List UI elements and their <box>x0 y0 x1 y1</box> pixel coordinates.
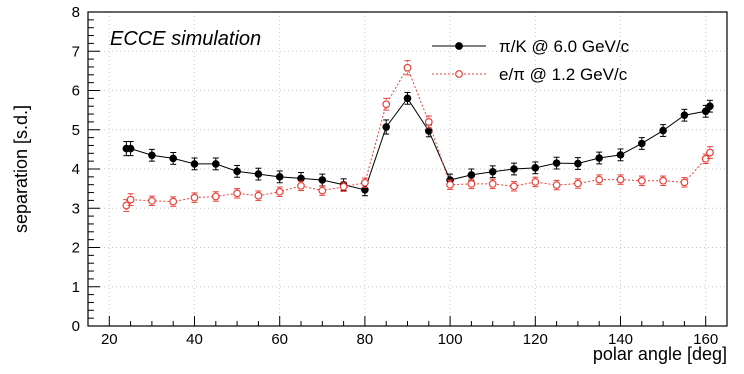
x-tick-label: 20 <box>101 331 118 348</box>
data-point <box>382 123 391 131</box>
x-tick-label: 60 <box>271 331 288 348</box>
legend-marker-epi <box>455 70 463 78</box>
data-point <box>297 181 305 190</box>
data-point <box>531 178 540 186</box>
data-point <box>382 100 391 109</box>
data-point <box>488 180 497 188</box>
data-point <box>211 192 220 201</box>
y-tick-label: 4 <box>72 161 80 178</box>
data-point <box>424 117 433 126</box>
data-point <box>147 196 156 205</box>
legend-label-epi: e/π @ 1.2 GeV/c <box>499 65 628 84</box>
x-tick-label: 140 <box>608 331 633 348</box>
data-point <box>510 182 518 191</box>
data-point <box>595 175 604 184</box>
legend: π/K @ 6.0 GeV/c e/π @ 1.2 GeV/c <box>432 37 630 84</box>
grid <box>88 12 727 326</box>
data-point <box>275 173 284 181</box>
data-point <box>706 148 714 157</box>
data-point <box>254 191 263 200</box>
data-point <box>403 94 412 103</box>
data-point <box>659 176 667 185</box>
x-tick-label: 160 <box>693 331 718 348</box>
data-point <box>190 160 199 168</box>
data-point <box>552 159 561 167</box>
data-point <box>637 176 646 185</box>
data-point <box>680 111 689 120</box>
data-point <box>638 139 646 148</box>
simulation-annotation: ECCE simulation <box>110 28 261 50</box>
y-axis-title: separation [s.d.] <box>11 105 31 233</box>
series-line <box>126 97 711 191</box>
data-point <box>467 180 476 188</box>
data-point <box>706 102 714 110</box>
y-tick-label: 6 <box>72 83 80 100</box>
data-point <box>701 107 710 116</box>
tick-labels: 20 40 60 80 100 120 140 160 0 1 2 3 4 5 6 7 8 <box>72 4 719 348</box>
data-point <box>510 165 518 173</box>
data-point <box>318 186 327 195</box>
data-point <box>126 195 135 204</box>
data-point <box>616 175 625 184</box>
y-tick-label: 5 <box>72 122 80 139</box>
x-axis-title: polar angle [deg] <box>593 344 727 364</box>
data-point <box>531 164 540 172</box>
data-point <box>233 167 241 176</box>
data-point <box>488 167 497 176</box>
x-tick-label: 40 <box>186 331 203 348</box>
y-tick-label: 7 <box>72 43 80 60</box>
data-point <box>148 151 156 160</box>
plot-frame <box>87 11 728 327</box>
y-tick-label: 3 <box>72 200 80 217</box>
data-point <box>659 126 667 135</box>
x-tick-label: 80 <box>357 331 374 348</box>
series-0 <box>122 91 714 197</box>
y-tick-label: 2 <box>72 240 80 257</box>
x-tick-label: 100 <box>438 331 463 348</box>
data-point <box>339 182 348 191</box>
data-point <box>467 171 476 179</box>
data-point <box>126 144 135 153</box>
data-point <box>169 197 178 206</box>
legend-marker-pik <box>455 42 463 50</box>
y-tick-label: 0 <box>72 318 80 335</box>
data-point <box>446 180 455 189</box>
data-point <box>212 160 220 168</box>
data-point <box>169 154 177 163</box>
data-point <box>552 181 561 189</box>
data-point <box>318 176 327 184</box>
data-point <box>275 187 284 196</box>
data-point <box>361 178 369 187</box>
series-1 <box>122 60 714 212</box>
data-point <box>595 154 604 162</box>
y-tick-label: 8 <box>72 4 80 21</box>
legend-label-pik: π/K @ 6.0 GeV/c <box>499 37 630 56</box>
data-point <box>680 178 689 187</box>
data-point <box>254 170 263 178</box>
x-tick-label: 120 <box>523 331 548 348</box>
axis-ticks <box>87 11 728 327</box>
data-point <box>616 151 625 159</box>
data-point <box>233 189 242 198</box>
series-line <box>125 66 711 206</box>
y-tick-label: 1 <box>72 279 80 296</box>
data-point <box>574 179 582 188</box>
data-point <box>190 193 199 202</box>
series-layer <box>122 60 714 212</box>
data-point <box>574 159 582 168</box>
data-point <box>403 63 412 72</box>
